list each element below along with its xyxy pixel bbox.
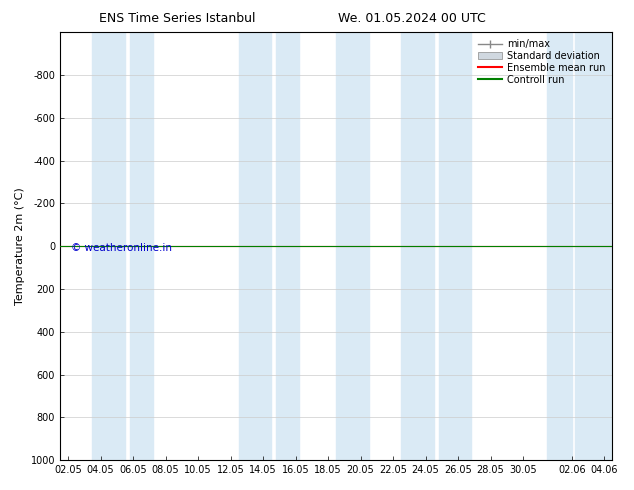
Bar <box>336 32 369 460</box>
Bar <box>401 32 434 460</box>
Bar <box>276 32 299 460</box>
Bar <box>93 32 125 460</box>
Bar <box>238 32 271 460</box>
Text: © weatheronline.in: © weatheronline.in <box>71 243 172 253</box>
Text: We. 01.05.2024 00 UTC: We. 01.05.2024 00 UTC <box>338 12 486 25</box>
Legend: min/max, Standard deviation, Ensemble mean run, Controll run: min/max, Standard deviation, Ensemble me… <box>476 37 607 87</box>
Text: ENS Time Series Istanbul: ENS Time Series Istanbul <box>100 12 256 25</box>
Bar <box>575 32 612 460</box>
Bar <box>439 32 471 460</box>
Y-axis label: Temperature 2m (°C): Temperature 2m (°C) <box>15 187 25 305</box>
Bar <box>130 32 153 460</box>
Bar <box>548 32 572 460</box>
